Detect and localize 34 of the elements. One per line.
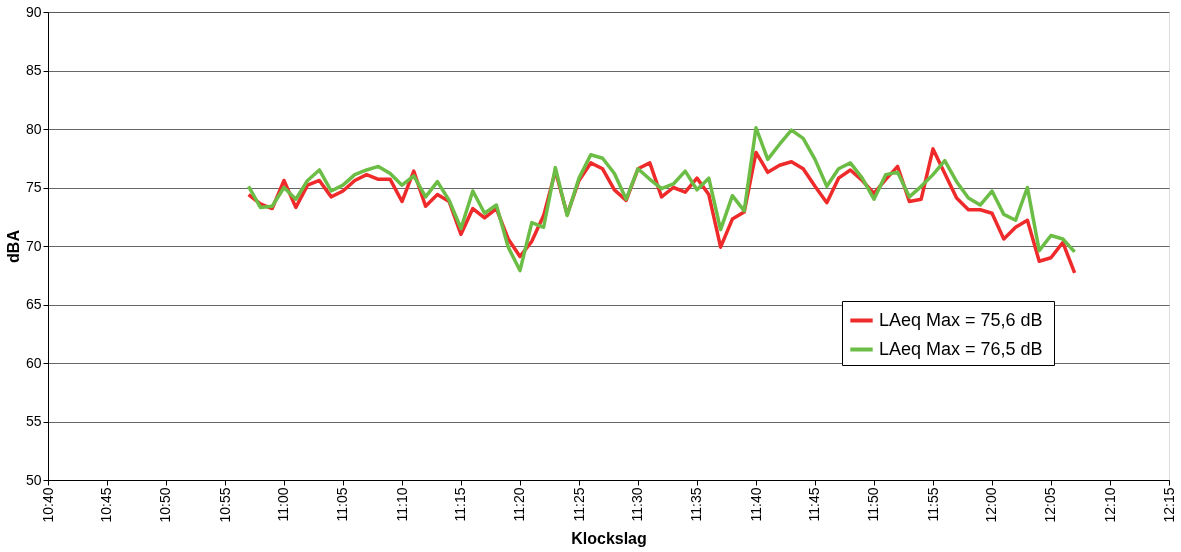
x-tick-label: 11:00 [275,487,292,522]
x-tick-label: 10:55 [216,487,233,523]
y-tick-label: 60 [25,354,42,371]
y-tick-label: 80 [25,120,42,137]
x-tick-label: 11:45 [806,487,823,522]
x-tick-label: 11:30 [629,487,646,522]
y-tick-label: 75 [25,179,42,195]
x-tick-label: 12:15 [1160,487,1177,523]
x-tick-label: 11:20 [511,487,528,522]
y-tick-label: 65 [25,296,42,312]
y-tick-label: 70 [25,237,42,254]
y-tick-label: 55 [25,413,42,429]
legend-label: LAeq Max = 76,5 dB [879,338,1043,359]
x-tick-label: 10:50 [157,487,174,523]
x-tick-label: 11:10 [393,487,410,522]
x-tick-label: 11:55 [924,487,941,522]
x-tick-label: 11:35 [688,487,705,522]
x-tick-label: 12:10 [1101,487,1118,523]
line-series [246,126,1077,273]
x-tick-label: 11:05 [334,487,351,522]
x-tick-label: 12:00 [983,487,1000,523]
x-axis-title: Klockslag [571,529,647,547]
y-tick-label: 50 [25,471,42,488]
x-tick-label: 11:40 [747,487,764,522]
x-tick-label: 10:40 [39,487,56,523]
y-tick-label: 90 [25,3,42,20]
legend-label: LAeq Max = 75,6 dB [879,309,1043,330]
y-tick-label: 85 [25,62,42,78]
x-tick-label: 12:05 [1042,487,1059,523]
x-tick-label: 11:15 [452,487,469,522]
x-tick-label: 11:25 [570,487,587,522]
x-tick-label: 10:45 [98,487,115,523]
y-axis-title: dBA [4,229,22,263]
x-tick-label: 11:50 [865,487,882,522]
